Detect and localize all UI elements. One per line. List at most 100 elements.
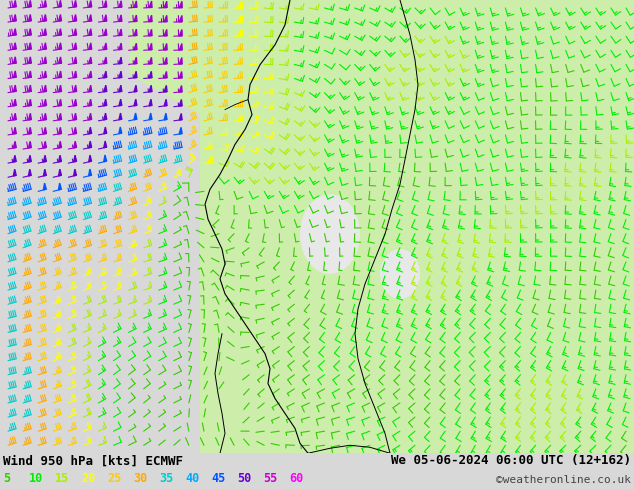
Polygon shape bbox=[149, 99, 152, 106]
Polygon shape bbox=[13, 43, 16, 49]
Polygon shape bbox=[89, 141, 91, 148]
Polygon shape bbox=[29, 71, 31, 77]
Polygon shape bbox=[104, 0, 107, 7]
Polygon shape bbox=[104, 127, 107, 134]
Polygon shape bbox=[58, 0, 61, 7]
Polygon shape bbox=[134, 71, 137, 78]
Polygon shape bbox=[89, 71, 92, 78]
Polygon shape bbox=[104, 99, 107, 106]
Polygon shape bbox=[74, 57, 77, 64]
Polygon shape bbox=[43, 183, 46, 190]
Polygon shape bbox=[179, 86, 182, 92]
Polygon shape bbox=[58, 155, 61, 162]
Polygon shape bbox=[13, 113, 16, 120]
Ellipse shape bbox=[300, 194, 360, 274]
Polygon shape bbox=[74, 71, 77, 78]
Polygon shape bbox=[119, 127, 122, 134]
Text: 30: 30 bbox=[133, 472, 147, 485]
Polygon shape bbox=[134, 57, 137, 64]
Polygon shape bbox=[29, 85, 31, 92]
Polygon shape bbox=[44, 155, 46, 162]
Polygon shape bbox=[74, 99, 77, 106]
Polygon shape bbox=[134, 1, 137, 7]
Text: Wind 950 hPa [kts] ECMWF: Wind 950 hPa [kts] ECMWF bbox=[3, 454, 183, 467]
Polygon shape bbox=[119, 57, 122, 64]
Polygon shape bbox=[149, 113, 152, 120]
Polygon shape bbox=[149, 29, 152, 36]
Text: 35: 35 bbox=[159, 472, 173, 485]
Polygon shape bbox=[58, 127, 61, 134]
Text: 40: 40 bbox=[185, 472, 199, 485]
Polygon shape bbox=[58, 183, 61, 190]
Polygon shape bbox=[104, 57, 107, 64]
Polygon shape bbox=[164, 72, 167, 78]
Text: 10: 10 bbox=[29, 472, 43, 485]
Polygon shape bbox=[13, 57, 16, 64]
Polygon shape bbox=[134, 43, 137, 50]
Text: 45: 45 bbox=[211, 472, 225, 485]
Polygon shape bbox=[119, 43, 122, 49]
Text: ©weatheronline.co.uk: ©weatheronline.co.uk bbox=[496, 475, 631, 485]
Polygon shape bbox=[104, 15, 107, 22]
Text: 20: 20 bbox=[81, 472, 95, 485]
Polygon shape bbox=[74, 43, 77, 49]
Polygon shape bbox=[149, 72, 152, 78]
Polygon shape bbox=[164, 113, 167, 120]
Polygon shape bbox=[179, 1, 182, 8]
Polygon shape bbox=[89, 15, 92, 21]
Text: 60: 60 bbox=[289, 472, 303, 485]
Polygon shape bbox=[44, 57, 46, 64]
Polygon shape bbox=[44, 28, 46, 35]
Polygon shape bbox=[104, 141, 107, 148]
Polygon shape bbox=[179, 29, 182, 36]
Polygon shape bbox=[74, 15, 77, 21]
Ellipse shape bbox=[380, 249, 420, 299]
Polygon shape bbox=[164, 29, 167, 36]
Polygon shape bbox=[13, 141, 16, 148]
Polygon shape bbox=[104, 155, 107, 162]
Text: We 05-06-2024 06:00 UTC (12+162): We 05-06-2024 06:00 UTC (12+162) bbox=[391, 454, 631, 467]
Polygon shape bbox=[104, 29, 107, 35]
Polygon shape bbox=[13, 85, 16, 92]
Polygon shape bbox=[104, 71, 107, 78]
Polygon shape bbox=[29, 169, 31, 176]
Polygon shape bbox=[134, 85, 137, 92]
Text: 25: 25 bbox=[107, 472, 121, 485]
Polygon shape bbox=[89, 0, 92, 7]
Polygon shape bbox=[134, 15, 137, 22]
Polygon shape bbox=[104, 85, 107, 92]
Polygon shape bbox=[119, 99, 122, 106]
Polygon shape bbox=[58, 43, 61, 49]
Polygon shape bbox=[13, 71, 16, 77]
Polygon shape bbox=[179, 44, 182, 50]
Polygon shape bbox=[119, 85, 122, 92]
Polygon shape bbox=[149, 57, 152, 64]
Polygon shape bbox=[44, 43, 46, 49]
Polygon shape bbox=[164, 99, 167, 106]
Polygon shape bbox=[104, 43, 107, 49]
Polygon shape bbox=[164, 44, 167, 50]
Polygon shape bbox=[164, 15, 167, 22]
Polygon shape bbox=[13, 169, 16, 176]
Polygon shape bbox=[13, 127, 16, 134]
Polygon shape bbox=[29, 0, 31, 7]
Polygon shape bbox=[13, 0, 16, 7]
Polygon shape bbox=[29, 28, 31, 35]
Polygon shape bbox=[44, 113, 46, 120]
Polygon shape bbox=[29, 113, 31, 120]
Polygon shape bbox=[89, 29, 92, 35]
Polygon shape bbox=[164, 57, 167, 64]
Polygon shape bbox=[44, 85, 46, 92]
Polygon shape bbox=[58, 71, 61, 78]
Polygon shape bbox=[44, 0, 46, 7]
Polygon shape bbox=[104, 113, 107, 120]
Polygon shape bbox=[89, 113, 92, 120]
Polygon shape bbox=[119, 15, 122, 22]
Text: 50: 50 bbox=[237, 472, 251, 485]
Polygon shape bbox=[44, 99, 46, 106]
Polygon shape bbox=[179, 72, 182, 78]
Polygon shape bbox=[74, 155, 77, 162]
Polygon shape bbox=[89, 43, 92, 49]
Polygon shape bbox=[44, 71, 46, 78]
Polygon shape bbox=[89, 169, 91, 176]
